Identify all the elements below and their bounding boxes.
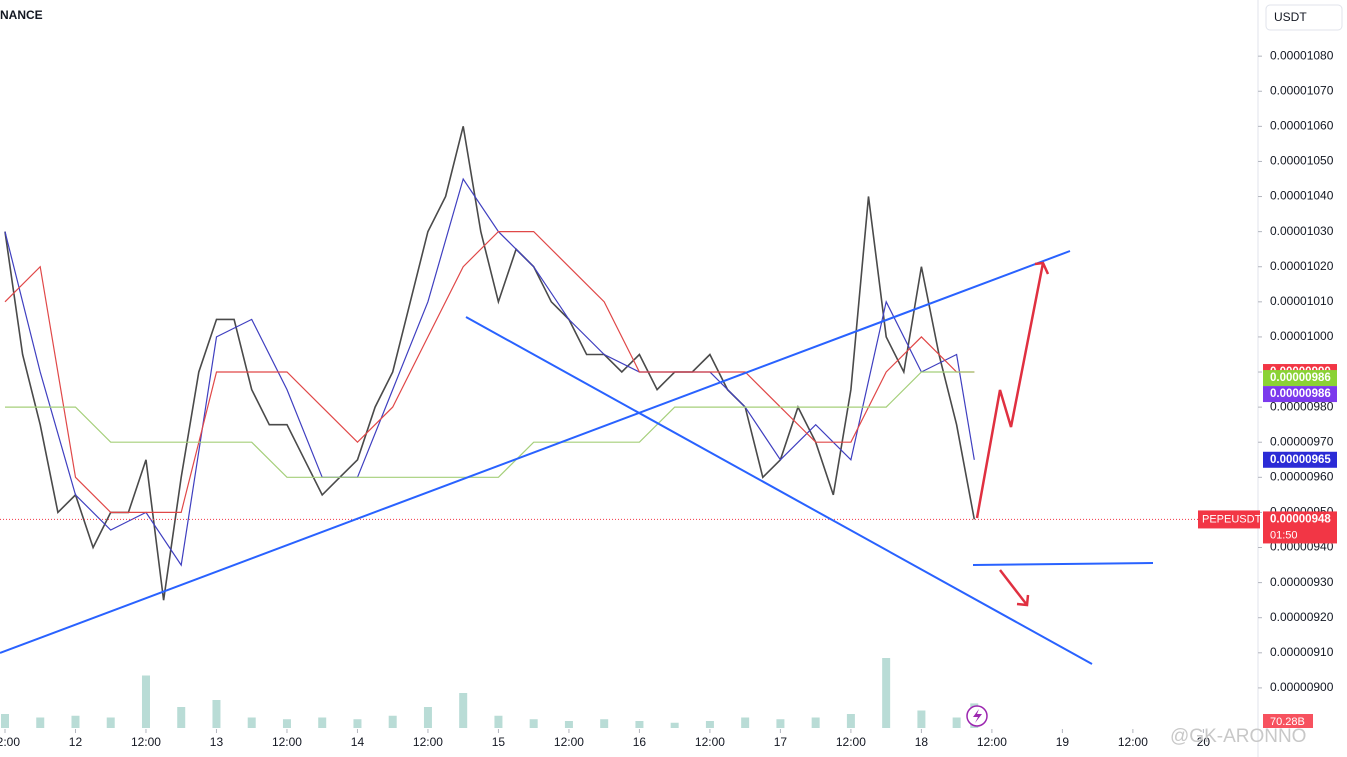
watermark: @GK-ARONNO — [1170, 726, 1306, 747]
volume-bar — [353, 719, 362, 728]
volume-label-bg — [1263, 714, 1313, 728]
volume-bar — [106, 717, 115, 728]
y-tick-label: 0.00000910 — [1270, 645, 1334, 659]
arrow-down — [999, 569, 1028, 606]
trendline — [972, 562, 1154, 566]
x-tick-label: 12:00 — [413, 735, 443, 749]
series-line — [5, 371, 975, 478]
arrow-up — [975, 262, 1045, 519]
arrows — [975, 261, 1050, 607]
y-tick-label: 0.00001040 — [1270, 189, 1334, 203]
y-tick-label: 0.00001060 — [1270, 119, 1334, 133]
volume-bar — [0, 714, 9, 728]
price-label: 0.00000965 — [1270, 454, 1331, 466]
volume-bar — [882, 658, 891, 728]
y-tick-label: 0.00000920 — [1270, 610, 1334, 624]
x-tick-label: 12:00 — [554, 735, 584, 749]
volume-bar — [564, 721, 573, 728]
volume-bar — [282, 719, 291, 728]
x-tick-label: 12:00 — [977, 735, 1007, 749]
volume-bar — [388, 715, 397, 728]
x-tick-label: 12:00 — [836, 735, 866, 749]
x-tick-label: 12:00 — [695, 735, 725, 749]
trendline — [0, 250, 1071, 654]
y-tick-label: 0.00001050 — [1270, 154, 1334, 168]
y-tick-label: 0.00000970 — [1270, 434, 1334, 448]
price-label-bg — [1263, 370, 1337, 387]
volume-bar — [459, 693, 468, 728]
volume-bar — [846, 714, 855, 728]
volume-bar — [141, 675, 150, 728]
y-tick-label: 0.00000930 — [1270, 575, 1334, 589]
arrow-head — [1034, 261, 1050, 275]
y-tick-label: 0.00000960 — [1270, 469, 1334, 483]
y-tick-label: 0.00001070 — [1270, 83, 1334, 97]
x-tick-label: 17 — [774, 735, 788, 749]
series-line — [4, 126, 976, 601]
volume-bar — [776, 719, 785, 728]
x-tick-label: 18 — [915, 735, 929, 749]
y-tick-label: 0.00000900 — [1270, 680, 1334, 694]
drawings — [0, 250, 1154, 665]
x-tick-label: 16 — [633, 735, 647, 749]
symbol-label: PEPEUSDT — [1202, 513, 1262, 525]
x-tick-label: 12:00 — [131, 735, 161, 749]
volume-bar — [529, 719, 538, 728]
y-tick-label: 0.00000980 — [1270, 399, 1334, 413]
volume-bar — [600, 719, 609, 728]
x-tick-label: 19 — [1056, 735, 1070, 749]
volume-bar — [952, 717, 961, 728]
volume-bar — [741, 717, 750, 728]
x-tick-label: 12 — [69, 735, 83, 749]
arrow-head — [1016, 594, 1030, 607]
price-label-bg — [1263, 511, 1337, 544]
volume-bar — [36, 717, 45, 728]
volume-bar — [247, 717, 256, 728]
x-tick-label: 14 — [351, 735, 365, 749]
volume-bar — [494, 715, 503, 728]
price-label: 0.00000986 — [1270, 372, 1331, 384]
price-label-bg — [1263, 451, 1337, 468]
currency-label[interactable]: USDT — [1274, 10, 1307, 24]
x-tick-label: 13 — [210, 735, 224, 749]
x-tick-label: 20 — [1197, 735, 1211, 749]
y-tick-label: 0.00001000 — [1270, 329, 1334, 343]
x-tick-label: 12:00 — [272, 735, 302, 749]
x-tick-label: 12:00 — [0, 735, 20, 749]
x-tick-label: 12:00 — [1118, 735, 1148, 749]
exchange-label: NANCE — [0, 8, 43, 22]
symbol-label-bg — [1198, 510, 1260, 529]
series-line — [4, 231, 975, 513]
price-label: 0.00000948 — [1270, 513, 1331, 525]
trendline — [465, 316, 1093, 665]
volume-label: 70.28B — [1270, 716, 1305, 728]
countdown: 01:50 — [1270, 529, 1298, 541]
alert-bolt — [973, 709, 982, 723]
volume-bar — [318, 717, 327, 728]
volume-bar — [423, 707, 432, 728]
volume-bar — [635, 721, 644, 728]
volume-bar — [917, 710, 926, 728]
currency-button[interactable] — [1265, 4, 1343, 31]
volume-bar — [71, 715, 80, 728]
y-tick-label: 0.00001080 — [1270, 48, 1334, 62]
volume-bar — [670, 722, 679, 728]
y-tick-label: 0.00001030 — [1270, 224, 1334, 238]
plot-layer: 0.00000900 0.00000910 0.00000920 0.00000930… — [0, 48, 1337, 749]
volume-bar — [177, 707, 186, 728]
price-label-bg — [1263, 386, 1337, 403]
y-tick-label: 0.00001020 — [1270, 259, 1334, 273]
x-tick-label: 15 — [492, 735, 506, 749]
price-label: 0.00000986 — [1270, 388, 1331, 400]
volume-bar — [811, 717, 820, 728]
y-tick-label: 0.00001010 — [1270, 294, 1334, 308]
volume-bar — [705, 721, 714, 728]
volume-bar — [212, 700, 221, 728]
